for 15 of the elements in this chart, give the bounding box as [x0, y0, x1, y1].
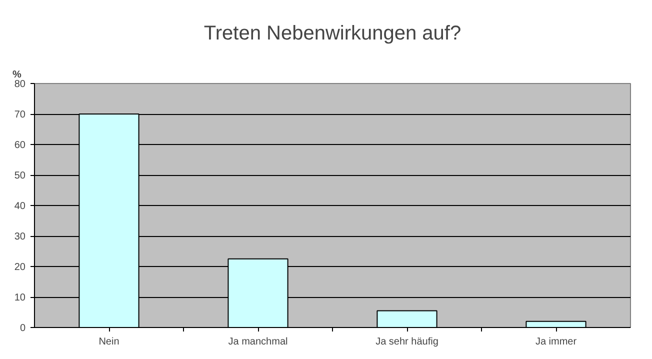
- y-tick-label: 30: [14, 232, 26, 242]
- y-tick-label: 20: [14, 262, 26, 273]
- y-axis-title: %: [12, 70, 22, 80]
- x-tick-label: Ja immer: [535, 336, 578, 348]
- y-tick-label: 60: [14, 140, 26, 151]
- y-tick-label: 10: [14, 292, 26, 304]
- y-tick-label: 50: [14, 170, 26, 182]
- x-tick-label: Ja manchmal: [228, 336, 288, 348]
- y-tick-label: 80: [14, 79, 26, 90]
- chart-title: Treten Nebenwirkungen auf?: [204, 22, 462, 44]
- x-tick-label: Nein: [98, 336, 120, 348]
- y-tick-label: 70: [14, 110, 26, 120]
- y-tick-label: 0: [20, 323, 26, 334]
- y-tick-label: 40: [14, 201, 26, 212]
- x-tick-label: Ja sehr häufig: [376, 336, 438, 348]
